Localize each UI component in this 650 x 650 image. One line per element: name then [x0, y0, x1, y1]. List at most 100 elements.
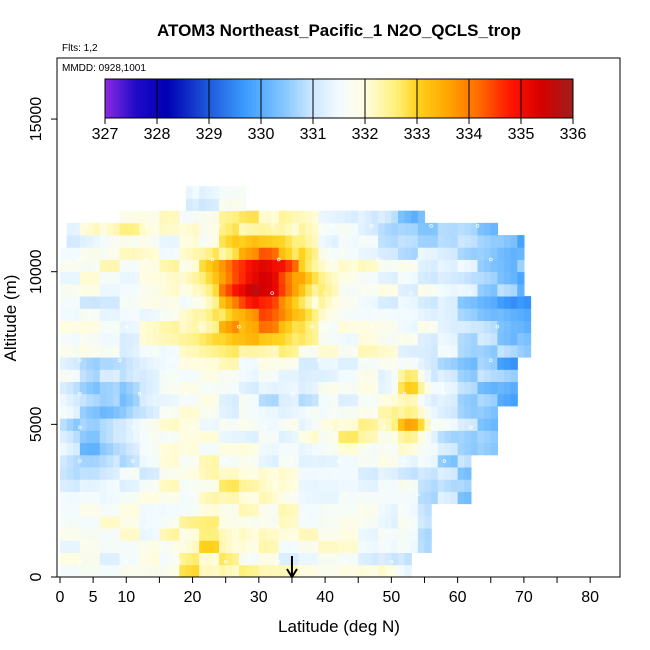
colorbar-slice: [372, 79, 376, 118]
heatmap-cell: [470, 418, 479, 431]
colorbar-slice: [476, 79, 480, 118]
heatmap-cell: [185, 491, 194, 505]
heatmap-cell: [258, 442, 267, 456]
heatmap-cell: [344, 296, 353, 309]
heatmap-cell: [265, 259, 273, 273]
heatmap-cell: [338, 552, 346, 566]
heatmap-cell: [417, 235, 426, 248]
heatmap-cell: [510, 259, 518, 273]
heatmap-cell: [305, 491, 313, 505]
heatmap-cell: [232, 247, 240, 260]
heatmap-cell: [490, 418, 498, 431]
heatmap-cell: [464, 381, 472, 395]
heatmap-cell: [219, 198, 227, 212]
heatmap-cell: [79, 540, 88, 553]
heatmap-cell: [411, 467, 419, 480]
observation-point: [276, 559, 281, 564]
heatmap-cell: [258, 381, 267, 395]
heatmap-cell: [464, 235, 472, 248]
heatmap-cell: [444, 296, 452, 309]
heatmap-cell: [285, 369, 293, 383]
heatmap-cell: [252, 271, 260, 285]
heatmap-cell: [490, 430, 498, 444]
heatmap-cell: [172, 259, 180, 273]
heatmap-cell: [325, 308, 333, 321]
heatmap-cell: [490, 406, 498, 419]
heatmap-cell: [152, 515, 161, 529]
heatmap-cell: [325, 503, 333, 517]
heatmap-cell: [417, 283, 426, 297]
heatmap-cell: [219, 442, 227, 456]
heatmap-cell: [404, 332, 412, 346]
heatmap-cell: [272, 344, 280, 358]
colorbar-slice: [508, 79, 512, 118]
heatmap-cell: [331, 222, 339, 236]
heatmap-cell: [252, 344, 260, 358]
heatmap-cell: [258, 393, 267, 407]
colorbar-slice: [201, 79, 205, 118]
heatmap-cell: [99, 515, 107, 529]
heatmap-cell: [60, 393, 68, 407]
heatmap-cell: [364, 418, 373, 431]
heatmap-cell: [325, 393, 333, 407]
heatmap-cell: [311, 320, 320, 334]
heatmap-cell: [384, 296, 392, 309]
colorbar-slice: [414, 79, 418, 118]
heatmap-cell: [132, 320, 141, 334]
heatmap-cell: [166, 271, 174, 285]
heatmap-cell: [351, 296, 359, 309]
heatmap-cell: [490, 357, 498, 370]
heatmap-cell: [132, 467, 141, 480]
heatmap-cell: [451, 344, 459, 358]
heatmap-cell: [258, 247, 267, 260]
heatmap-cell: [318, 454, 326, 468]
heatmap-cell: [358, 454, 366, 468]
heatmap-cell: [179, 320, 187, 334]
heatmap-cell: [272, 540, 280, 553]
heatmap-cell: [199, 503, 207, 517]
colorbar-slice: [157, 79, 161, 118]
heatmap-cell: [79, 308, 88, 321]
heatmap-cell: [166, 540, 174, 553]
heatmap-cell: [490, 393, 498, 407]
heatmap-cell: [146, 540, 154, 553]
heatmap-cell: [397, 332, 406, 346]
heatmap-cell: [351, 210, 359, 224]
heatmap-cell: [245, 528, 253, 541]
heatmap-cell: [285, 467, 293, 480]
heatmap-cell: [411, 332, 419, 346]
heatmap-cell: [132, 381, 141, 395]
heatmap-cell: [378, 540, 386, 553]
heatmap-cell: [86, 320, 94, 334]
heatmap-cell: [185, 442, 194, 456]
heatmap-cell: [325, 320, 333, 334]
heatmap-cell: [113, 283, 121, 297]
heatmap-cell: [245, 283, 253, 297]
heatmap-cell: [219, 357, 227, 370]
heatmap-cell: [305, 210, 313, 224]
heatmap-cell: [391, 393, 399, 407]
heatmap-cell: [351, 418, 359, 431]
heatmap-cell: [384, 406, 392, 419]
heatmap-cell: [510, 344, 518, 358]
x-tick-label: 50: [382, 589, 400, 606]
heatmap-cell: [351, 491, 359, 505]
colorbar-slice: [557, 79, 561, 118]
heatmap-cell: [358, 503, 366, 517]
heatmap-cell: [424, 259, 432, 273]
heatmap-cell: [351, 406, 359, 419]
heatmap-cell: [364, 552, 373, 566]
heatmap-cell: [258, 503, 267, 517]
heatmap-cell: [185, 247, 194, 260]
heatmap-cell: [371, 406, 379, 419]
heatmap-cell: [126, 271, 134, 285]
heatmap-cell: [185, 259, 194, 273]
heatmap-cell: [404, 296, 412, 309]
heatmap-cell: [179, 357, 187, 370]
heatmap-cell: [378, 381, 386, 395]
observation-point: [329, 257, 334, 262]
observation-point: [343, 559, 347, 564]
heatmap-cell: [490, 222, 498, 236]
heatmap-cell: [60, 503, 68, 517]
heatmap-cell: [159, 406, 167, 419]
